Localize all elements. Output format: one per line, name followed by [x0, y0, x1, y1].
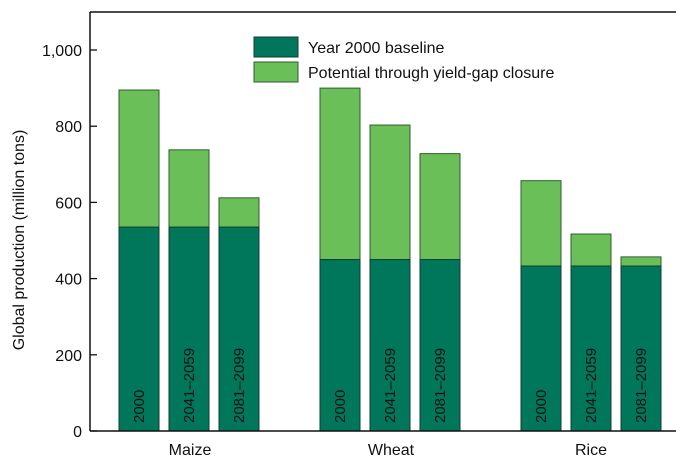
bar-baseline [570, 265, 612, 432]
bar-yield-gap [319, 87, 361, 261]
y-tick-label: 1,000 [42, 43, 82, 60]
bar-baseline [218, 226, 260, 432]
y-tick-label: 0 [73, 424, 82, 441]
bar-baseline [319, 259, 361, 432]
bar-period-label: 2081–2099 [633, 348, 650, 423]
bar-period-label: 2041–2059 [181, 348, 198, 423]
bar-yield-gap [520, 180, 562, 267]
bar-period-label: 2000 [332, 390, 349, 423]
bar-period-label: 2000 [131, 390, 148, 423]
bar-yield-gap [620, 256, 662, 267]
bar-baseline [419, 259, 461, 432]
bar-yield-gap [118, 89, 160, 228]
bar-yield-gap [168, 149, 210, 228]
y-tick-label: 200 [55, 348, 82, 365]
bar-period-label: 2041–2059 [382, 348, 399, 423]
legend-swatch-baseline [253, 36, 299, 58]
bar-yield-gap [570, 233, 612, 267]
bar-yield-gap [419, 153, 461, 261]
bar-period-label: 2081–2099 [432, 348, 449, 423]
bar-period-label: 2081–2099 [231, 348, 248, 423]
bar-baseline [168, 226, 210, 432]
x-tick-label: Wheat [368, 442, 415, 459]
legend: Year 2000 baseline Potential through yiel… [253, 36, 554, 83]
bar-period-label: 2000 [533, 390, 550, 423]
bar-yield-gap [369, 124, 411, 261]
y-tick-label: 400 [55, 272, 82, 289]
bar-yield-gap [218, 197, 260, 228]
bar-period-label: 2041–2059 [583, 348, 600, 423]
y-tick-label: 800 [55, 119, 82, 136]
x-tick-label: Rice [575, 442, 607, 459]
x-tick-label: Maize [169, 442, 212, 459]
legend-label-baseline: Year 2000 baseline [308, 40, 445, 57]
bar-baseline [118, 226, 160, 432]
y-axis-title: Global production (million tons) [11, 130, 28, 351]
y-tick-label: 600 [55, 195, 82, 212]
legend-label-yield-gap: Potential through yield-gap closure [308, 65, 554, 82]
legend-swatch-yield-gap [253, 61, 299, 83]
